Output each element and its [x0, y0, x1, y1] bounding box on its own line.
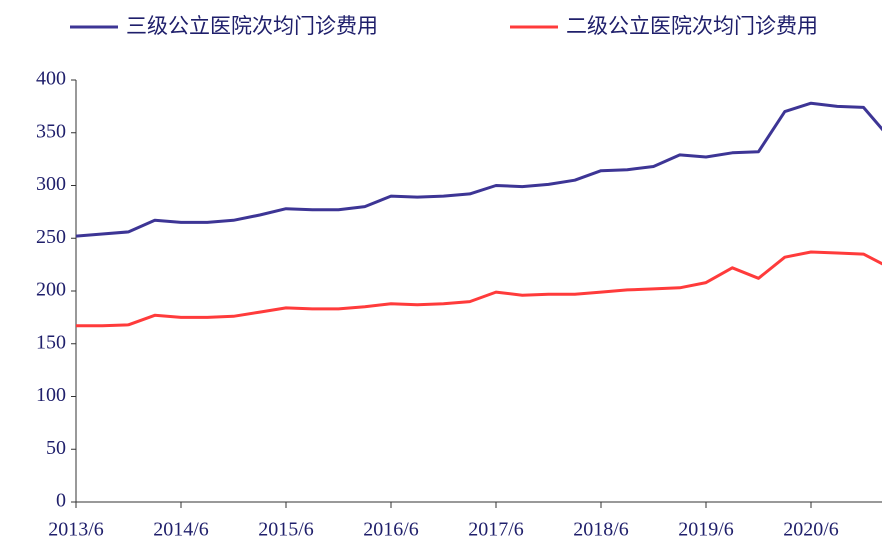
y-tick-label: 300 [36, 173, 66, 195]
y-tick-label: 150 [36, 331, 66, 353]
y-tick-label: 400 [36, 68, 66, 90]
y-tick-label: 50 [46, 437, 66, 459]
x-tick-label: 2016/6 [363, 519, 419, 541]
y-tick-label: 250 [36, 226, 66, 248]
y-tick-label: 0 [56, 490, 66, 512]
x-tick-label: 2020/6 [783, 519, 839, 541]
x-tick-label: 2014/6 [153, 519, 209, 541]
y-tick-label: 100 [36, 384, 66, 406]
series-line [76, 250, 882, 328]
legend-label: 二级公立医院次均门诊费用 [566, 14, 818, 38]
legend-label: 三级公立医院次均门诊费用 [126, 14, 378, 38]
x-tick-label: 2013/6 [48, 519, 104, 541]
x-tick-label: 2019/6 [678, 519, 734, 541]
x-tick-label: 2017/6 [468, 519, 524, 541]
x-tick-label: 2015/6 [258, 519, 314, 541]
y-tick-label: 200 [36, 279, 66, 301]
series-line [75, 101, 882, 238]
y-tick-label: 350 [36, 120, 66, 142]
x-tick-label: 2018/6 [573, 519, 629, 541]
